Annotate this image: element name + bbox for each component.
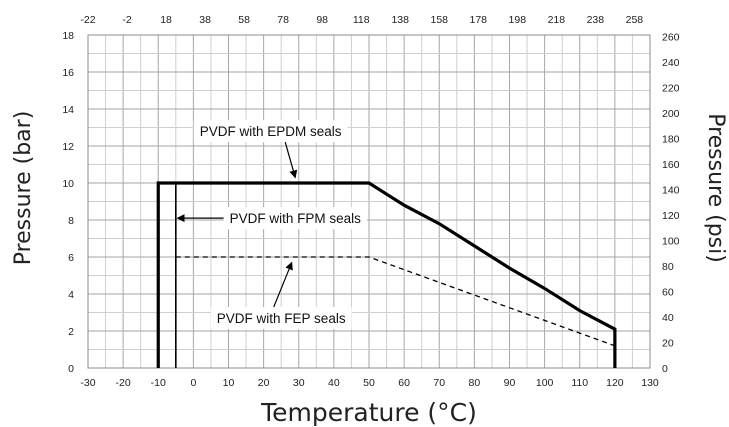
x-tick-label: 100 <box>536 377 554 389</box>
annotation-background <box>210 307 352 330</box>
tick-labels: -30 -20 -10 0 10 20 30 40 50 60 70 80 90 100 110 120 130… <box>62 14 679 389</box>
y2-tick-label: 260 <box>662 31 680 43</box>
grid <box>87 34 651 369</box>
x2-tick-label: 258 <box>626 14 644 26</box>
x2-tick-label: 218 <box>548 14 566 26</box>
x2-tick-label: 198 <box>509 14 527 26</box>
annotation-arrow <box>284 142 298 179</box>
y2-tick-label: 20 <box>662 337 674 349</box>
y2-tick-label: 180 <box>662 133 680 145</box>
x2-tick-label: 118 <box>353 14 370 26</box>
x-tick-label: 130 <box>641 377 659 389</box>
y2-tick-label: 120 <box>662 210 680 222</box>
x2-tick-label: 158 <box>430 14 448 26</box>
y-tick-label: 12 <box>62 141 74 153</box>
y2-tick-label: 220 <box>662 82 680 94</box>
y-tick-label: 10 <box>62 178 74 190</box>
y2-tick-label: 40 <box>662 312 674 324</box>
y2-tick-label: 0 <box>662 363 668 375</box>
x-tick-label: 110 <box>571 377 588 389</box>
x-tick-label: 50 <box>363 377 375 389</box>
series-line-pvdf-with-epdm-seals <box>156 181 617 368</box>
x2-tick-label: 178 <box>470 14 488 26</box>
x-tick-label: 40 <box>328 377 340 389</box>
annotation-label: PVDF with FPM seals <box>230 211 362 226</box>
annotation-background <box>223 207 367 230</box>
y-axis-title: Pressure (bar) <box>11 111 36 266</box>
annotation-label: PVDF with FEP seals <box>217 311 346 326</box>
y-tick-label: 4 <box>68 289 74 301</box>
series-line-pvdf-with-fep-seals <box>175 256 616 347</box>
annotation-arrow <box>273 261 293 308</box>
x-tick-label: 90 <box>504 377 516 389</box>
y-tick-label: 18 <box>62 30 74 42</box>
y-tick-label: 6 <box>68 252 74 264</box>
x2-tick-label: 238 <box>587 14 605 26</box>
y-tick-label: 0 <box>68 363 74 375</box>
x-tick-label: 30 <box>293 377 305 389</box>
x2-tick-label: 38 <box>199 14 211 26</box>
x-tick-label: 60 <box>398 377 410 389</box>
x-tick-label: 70 <box>433 377 445 389</box>
x-tick-label: -20 <box>116 377 131 389</box>
annotation-background <box>193 120 348 143</box>
x-tick-label: 0 <box>190 377 196 389</box>
y2-tick-label: 240 <box>662 57 680 69</box>
x-tick-label: -10 <box>151 377 166 389</box>
plot-frame <box>87 34 651 369</box>
y2-tick-label: 160 <box>662 159 680 171</box>
y2-tick-label: 80 <box>662 261 674 273</box>
x-axis-title: Temperature (°C) <box>260 398 477 427</box>
y2-tick-label: 100 <box>662 235 680 247</box>
x2-tick-label: 58 <box>238 14 250 26</box>
x2-tick-label: -2 <box>122 14 131 26</box>
y-tick-label: 16 <box>62 67 74 79</box>
annotation-label: PVDF with EPDM seals <box>200 124 342 139</box>
y2-tick-label: 60 <box>662 286 674 298</box>
x-tick-label: 120 <box>606 377 624 389</box>
y2-tick-label: 140 <box>662 184 680 196</box>
x-tick-label: 20 <box>258 377 270 389</box>
series-lines <box>156 181 617 368</box>
x-tick-label: 10 <box>223 377 235 389</box>
y2-tick-label: 200 <box>662 108 680 120</box>
x2-tick-label: 138 <box>391 14 409 26</box>
x-tick-label: -30 <box>80 377 95 389</box>
x2-tick-label: 18 <box>160 14 172 26</box>
annotations: PVDF with EPDM seals PVDF with FPM seals P… <box>176 120 367 330</box>
x2-tick-label: 98 <box>316 14 328 26</box>
y-tick-label: 14 <box>62 104 74 116</box>
x2-tick-label: 78 <box>277 14 289 26</box>
y2-axis-title: Pressure (psi) <box>703 113 728 263</box>
x2-tick-label: -22 <box>80 14 95 26</box>
y-tick-label: 8 <box>68 215 74 227</box>
y-tick-label: 2 <box>68 326 74 338</box>
x-tick-label: 80 <box>469 377 481 389</box>
